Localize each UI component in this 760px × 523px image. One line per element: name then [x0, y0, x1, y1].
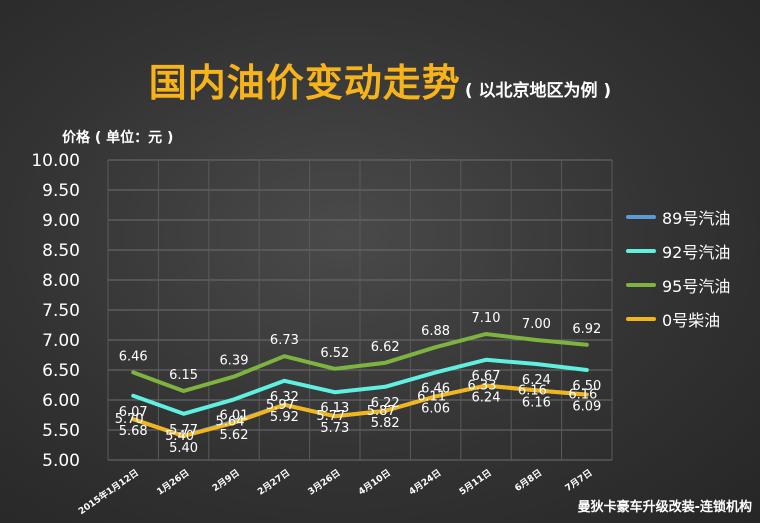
y-tick-label: 6.50	[42, 361, 80, 381]
watermark: 曼狄卡豪车升级改装-连锁机构	[577, 500, 752, 515]
x-tick-label: 2015年1月12日	[76, 467, 141, 517]
x-tick-label: 2月9日	[210, 467, 241, 494]
y-tick-label: 9.50	[42, 181, 80, 201]
data-label: 5.73	[320, 421, 349, 436]
y-axis-label: 价格 ( 单位：元 )	[62, 130, 174, 146]
x-tick-label: 4月24日	[407, 467, 443, 497]
legend-label-92: 92号汽油	[662, 243, 731, 262]
data-label: 5.77	[169, 423, 198, 438]
x-tick-label: 1月26日	[155, 467, 191, 497]
data-label: 6.62	[371, 340, 400, 355]
data-label: 6.16	[518, 383, 547, 398]
data-label: 6.46	[421, 381, 450, 396]
data-label: 6.88	[421, 324, 450, 339]
data-label: 6.16	[568, 388, 597, 403]
y-tick-label: 7.00	[42, 331, 80, 351]
data-label: 5.87	[367, 404, 396, 419]
y-tick-label: 9.00	[42, 211, 80, 231]
data-label: 6.09	[572, 400, 601, 415]
data-label: 6.22	[371, 396, 400, 411]
y-tick-label: 10.00	[31, 151, 80, 171]
x-tick-label: 6月8日	[513, 467, 544, 494]
data-label: 5.64	[216, 415, 245, 430]
x-tick-label: 2月27日	[256, 467, 292, 497]
data-label: 6.15	[169, 368, 198, 383]
data-label: 5.92	[270, 410, 299, 425]
data-label: 6.16	[522, 395, 551, 410]
chart-title: 国内油价变动走势	[148, 61, 461, 105]
legend-label-diesel: 0号柴油	[662, 311, 721, 330]
legend-item-92: 92号汽油	[626, 234, 730, 268]
legend-swatch-diesel	[626, 317, 656, 321]
series-line-92	[131, 357, 589, 416]
data-label: 6.11	[417, 389, 446, 404]
x-tick-label: 5月11日	[457, 467, 493, 497]
series-line-95	[131, 332, 589, 393]
data-label: 5.40	[169, 441, 198, 456]
data-label: 5.62	[220, 428, 249, 443]
legend: 89号汽油 92号汽油 95号汽油 0号柴油	[626, 200, 730, 336]
data-label: 5.77	[316, 409, 345, 424]
chart-title-block: 国内油价变动走势( 以北京地区为例 )	[0, 52, 760, 107]
x-tick-label: 3月26日	[306, 467, 342, 497]
legend-item-89: 89号汽油	[626, 200, 730, 234]
data-label: 6.24	[522, 373, 551, 388]
data-label: 5.97	[266, 398, 295, 413]
data-label: 6.73	[270, 333, 299, 348]
data-label: 6.39	[220, 354, 249, 369]
y-tick-label: 7.50	[42, 301, 80, 321]
x-tick-label: 7月7日	[563, 467, 594, 494]
legend-swatch-92	[626, 249, 656, 253]
data-label: 6.07	[119, 405, 148, 420]
legend-item-diesel: 0号柴油	[626, 302, 730, 336]
data-label: 6.50	[572, 379, 601, 394]
legend-swatch-89	[626, 215, 656, 219]
data-label: 6.33	[468, 379, 497, 394]
data-label: 5.40	[165, 429, 194, 444]
data-label: 5.82	[371, 416, 400, 431]
data-label: 6.92	[572, 322, 601, 337]
data-label: 6.32	[270, 390, 299, 405]
data-label: 6.01	[220, 408, 249, 423]
data-label: 6.24	[472, 391, 501, 406]
data-label: 5.70	[115, 412, 144, 427]
series-line-diesel	[131, 383, 589, 438]
chart-subtitle: ( 以北京地区为例 )	[464, 81, 612, 101]
legend-item-95: 95号汽油	[626, 268, 730, 302]
y-tick-label: 5.00	[42, 451, 80, 471]
y-tick-label: 6.00	[42, 391, 80, 411]
data-label: 7.10	[472, 311, 501, 326]
data-label: 5.68	[119, 424, 148, 439]
legend-swatch-95	[626, 283, 656, 287]
data-label: 7.00	[522, 317, 551, 332]
x-tick-label: 4月10日	[356, 467, 392, 497]
data-label: 6.52	[320, 346, 349, 361]
legend-label-89: 89号汽油	[662, 209, 731, 228]
data-label: 6.46	[119, 349, 148, 364]
y-tick-label: 8.00	[42, 271, 80, 291]
data-label: 6.06	[421, 401, 450, 416]
legend-label-95: 95号汽油	[662, 277, 731, 296]
y-tick-label: 5.50	[42, 421, 80, 441]
data-label: 6.13	[320, 401, 349, 416]
data-label: 6.67	[472, 369, 501, 384]
y-tick-label: 8.50	[42, 241, 80, 261]
